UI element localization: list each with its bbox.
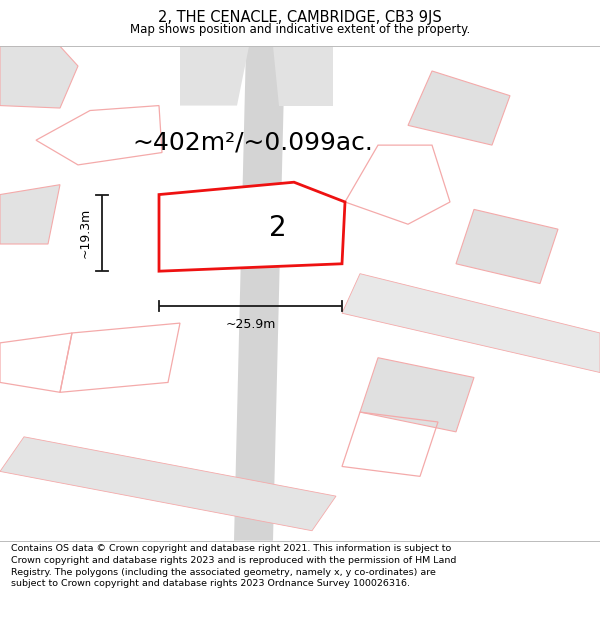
Text: Map shows position and indicative extent of the property.: Map shows position and indicative extent… <box>130 23 470 36</box>
Polygon shape <box>273 46 333 106</box>
Polygon shape <box>180 46 249 106</box>
Polygon shape <box>0 184 60 244</box>
Text: 2, THE CENACLE, CAMBRIDGE, CB3 9JS: 2, THE CENACLE, CAMBRIDGE, CB3 9JS <box>158 10 442 25</box>
Polygon shape <box>0 46 78 108</box>
Text: Contains OS data © Crown copyright and database right 2021. This information is : Contains OS data © Crown copyright and d… <box>11 544 456 588</box>
Text: 2: 2 <box>269 214 287 242</box>
Polygon shape <box>159 182 345 271</box>
Text: ~402m²/~0.099ac.: ~402m²/~0.099ac. <box>132 131 373 154</box>
Text: ~25.9m: ~25.9m <box>226 318 275 331</box>
Polygon shape <box>408 71 510 145</box>
Polygon shape <box>0 437 336 531</box>
Polygon shape <box>342 274 600 372</box>
Polygon shape <box>456 209 558 284</box>
Text: ~19.3m: ~19.3m <box>78 208 91 258</box>
Polygon shape <box>360 357 474 432</box>
Polygon shape <box>234 46 285 541</box>
